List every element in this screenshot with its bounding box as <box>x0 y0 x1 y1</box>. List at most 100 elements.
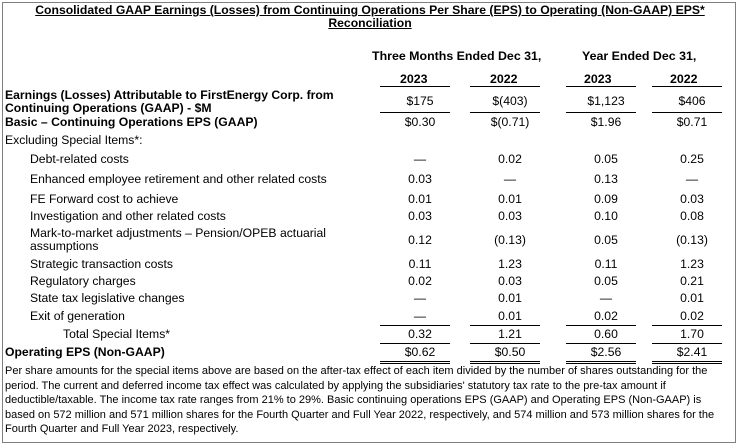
cell-q-2022: $0.50 <box>494 345 526 359</box>
cell-fy-2023: $1.96 <box>590 115 622 129</box>
cell-q-2022: $(0.71) <box>490 115 530 129</box>
row-label: Strategic transaction costs <box>30 257 173 271</box>
table-row: State tax legislative changes — 0.01 — 0… <box>5 292 735 309</box>
cell-fy-2023: $2.56 <box>590 345 622 359</box>
table-row: Debt-related costs — 0.02 0.05 0.25 <box>5 153 735 170</box>
table-row: Mark-to-market adjustments – Pension/OPE… <box>5 227 735 255</box>
row-label: Regulatory charges <box>30 274 136 288</box>
cell-fy-2022: 1.70 <box>680 327 704 341</box>
header-year-fy-2023: 2023 <box>584 72 612 86</box>
table-row: Exit of generation — 0.01 0.02 0.02 <box>5 310 735 327</box>
cell-q-2023: 0.11 <box>408 257 432 271</box>
cell-fy-2023: 0.09 <box>594 192 618 206</box>
double-underline <box>566 361 636 364</box>
cell-fy-2022: $406 <box>678 94 706 108</box>
cell-q-2023: $0.62 <box>404 345 436 359</box>
cell-q-2023: 0.02 <box>408 274 432 288</box>
cell-fy-2023: 0.60 <box>594 327 618 341</box>
header-year-ended: Year Ended Dec 31, <box>582 49 697 63</box>
row-label: Mark-to-market adjustments – Pension/OPE… <box>30 227 326 253</box>
row-label: Exit of generation <box>30 309 125 323</box>
cell-q-2023: — <box>413 152 427 166</box>
cell-q-2023: — <box>413 309 427 323</box>
title-line-1: Consolidated GAAP Earnings (Losses) from… <box>35 3 705 17</box>
cell-q-2022: 0.03 <box>498 209 522 223</box>
cell-q-2023: 0.03 <box>408 172 432 186</box>
header-underline <box>470 86 540 87</box>
header-underline <box>652 86 722 87</box>
cell-q-2022: 0.01 <box>498 309 522 323</box>
header-year-q-2022: 2022 <box>490 72 518 86</box>
double-underline <box>380 361 450 364</box>
row-label: Basic – Continuing Operations EPS (GAAP) <box>5 115 258 129</box>
cell-q-2022: 1.23 <box>498 257 522 271</box>
cell-fy-2023: 0.10 <box>594 209 618 223</box>
row-separator <box>652 325 722 326</box>
table-row: Regulatory charges 0.02 0.03 0.05 0.21 <box>5 275 735 292</box>
title-line-2: Reconciliation <box>328 16 412 30</box>
cell-q-2022: (0.13) <box>494 233 526 247</box>
row-separator <box>470 325 540 326</box>
cell-fy-2023: 0.05 <box>594 152 618 166</box>
table-row: Strategic transaction costs 0.11 1.23 0.… <box>5 258 735 275</box>
row-label-line-1: Earnings (Losses) Attributable to FirstE… <box>5 88 334 102</box>
row-separator <box>470 343 540 344</box>
header-year-q-2023: 2023 <box>400 72 428 86</box>
row-label-line-2: assumptions <box>30 239 99 253</box>
row-label-line-2: Continuing Operations (GAAP) - $M <box>5 101 212 115</box>
cell-fy-2023: 0.13 <box>594 172 618 186</box>
row-separator <box>380 343 450 344</box>
table-row: Earnings (Losses) Attributable to FirstE… <box>5 89 735 117</box>
table-row: Operating EPS (Non-GAAP) $0.62 $0.50 $2.… <box>5 346 735 363</box>
row-separator <box>566 325 636 326</box>
cell-q-2023: $175 <box>406 94 434 108</box>
row-label: State tax legislative changes <box>30 291 185 305</box>
cell-q-2022: 0.01 <box>498 192 522 206</box>
row-label: Investigation and other related costs <box>30 209 226 223</box>
cell-q-2022: $(403) <box>492 94 528 108</box>
table-row: Investigation and other related costs 0.… <box>5 210 735 227</box>
table-row: Basic – Continuing Operations EPS (GAAP)… <box>5 116 735 133</box>
row-separator <box>380 325 450 326</box>
table-frame <box>2 2 736 443</box>
cell-q-2023: 0.12 <box>408 233 432 247</box>
cell-fy-2022: 0.21 <box>680 274 704 288</box>
cell-fy-2022: 0.01 <box>680 291 704 305</box>
cell-fy-2022: 0.02 <box>680 309 704 323</box>
row-label: Earnings (Losses) Attributable to FirstE… <box>5 89 334 115</box>
footnote: Per share amounts for the special items … <box>5 365 715 435</box>
header-underline <box>380 86 450 87</box>
cell-q-2023: 0.01 <box>408 192 432 206</box>
row-label: FE Forward cost to achieve <box>30 192 179 206</box>
row-label-line-1: Mark-to-market adjustments – Pension/OPE… <box>30 226 327 240</box>
cell-fy-2023: 0.05 <box>594 274 618 288</box>
row-separator <box>652 112 722 113</box>
cell-q-2023: $0.30 <box>404 115 436 129</box>
cell-fy-2023: $1,123 <box>587 94 625 108</box>
cell-fy-2023: 0.11 <box>594 257 618 271</box>
cell-fy-2022: 0.08 <box>680 209 704 223</box>
table-row: Enhanced employee retirement and other r… <box>5 173 735 190</box>
cell-fy-2022: — <box>685 172 699 186</box>
table-row: Total Special Items* 0.32 1.21 0.60 1.70 <box>5 328 735 345</box>
cell-fy-2022: 0.03 <box>680 192 704 206</box>
cell-fy-2022: 0.25 <box>680 152 704 166</box>
double-underline <box>470 361 540 364</box>
header-underline <box>566 86 636 87</box>
row-separator <box>380 112 450 113</box>
header-three-months: Three Months Ended Dec 31, <box>372 49 542 63</box>
double-underline <box>652 361 722 364</box>
cell-q-2023: — <box>413 291 427 305</box>
row-separator <box>470 112 540 113</box>
row-label: Enhanced employee retirement and other r… <box>30 172 327 186</box>
cell-q-2023: 0.32 <box>408 327 432 341</box>
cell-fy-2022: 1.23 <box>680 257 704 271</box>
cell-fy-2022: $0.71 <box>676 115 708 129</box>
table-row: Excluding Special Items*: <box>5 134 735 151</box>
row-separator <box>652 343 722 344</box>
table-row: FE Forward cost to achieve 0.01 0.01 0.0… <box>5 193 735 210</box>
cell-fy-2022: (0.13) <box>676 233 708 247</box>
cell-fy-2023: — <box>599 291 613 305</box>
cell-q-2022: 0.01 <box>498 291 522 305</box>
cell-q-2023: 0.03 <box>408 209 432 223</box>
